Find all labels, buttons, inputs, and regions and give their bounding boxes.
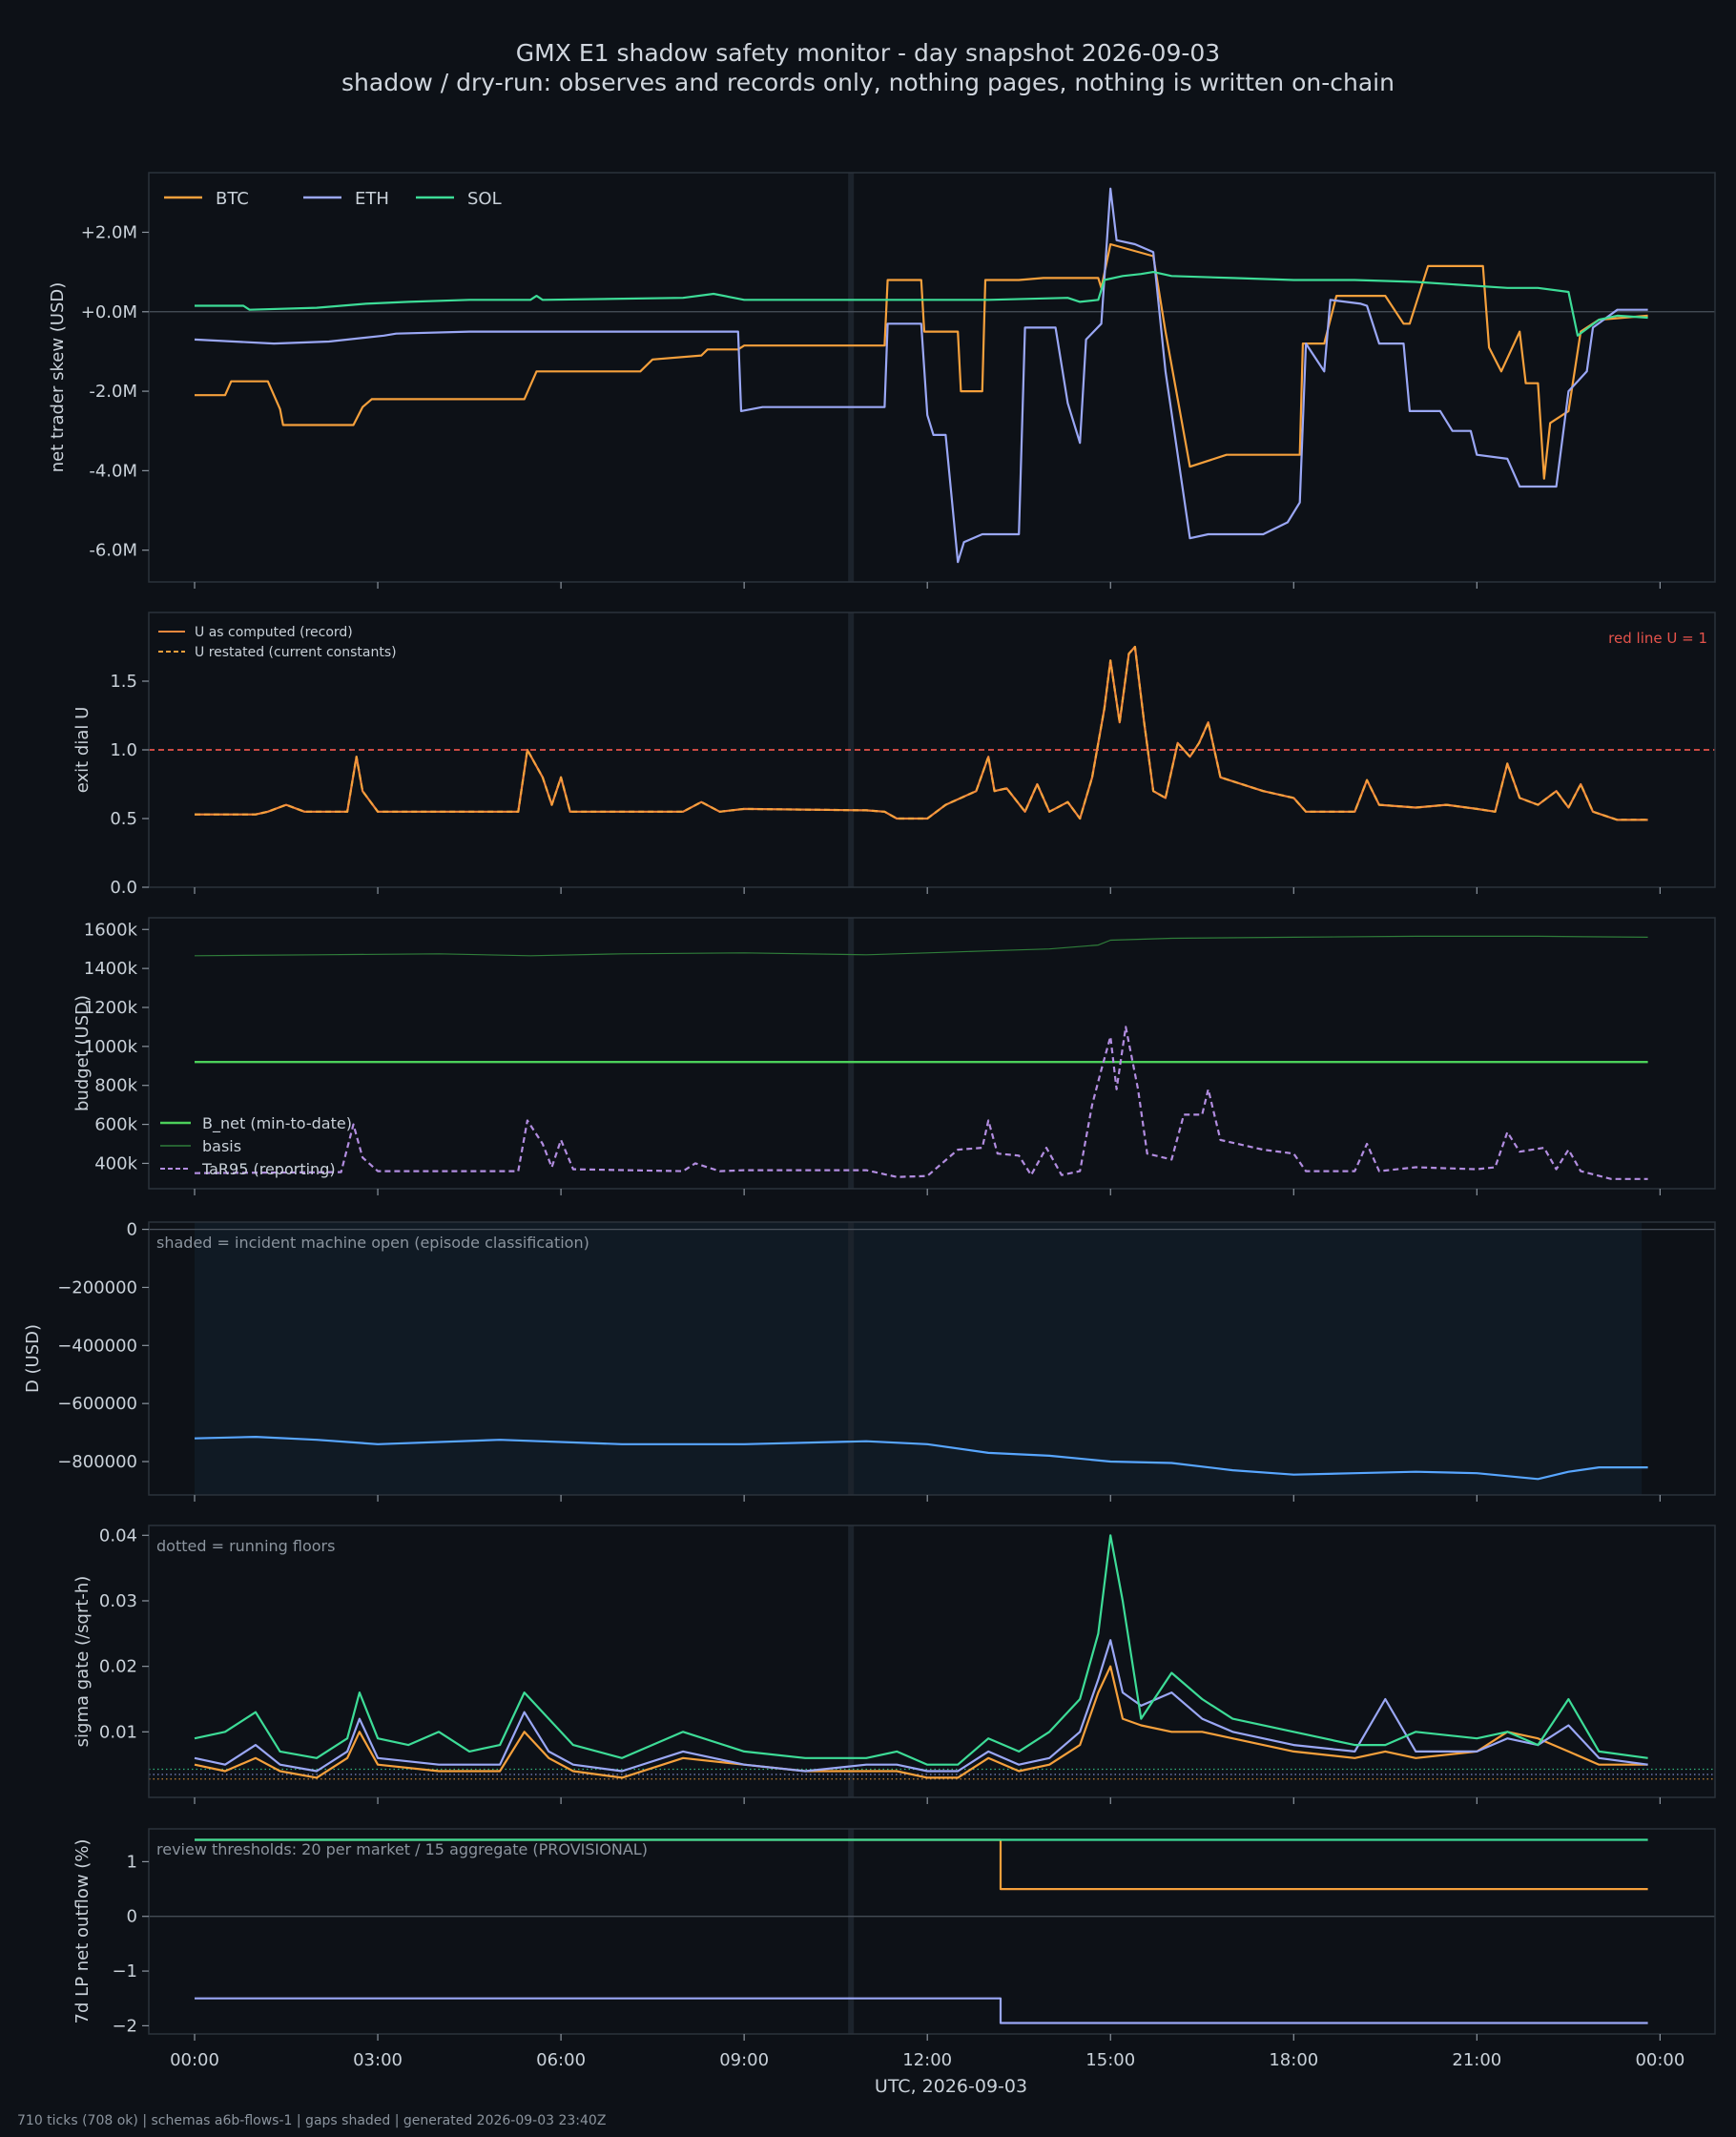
y-tick-label: −400000 [57, 1336, 137, 1356]
legend-label: B_net (min-to-date) [202, 1114, 352, 1133]
panel-frame [148, 172, 1716, 583]
y-tick-label: 0.04 [99, 1525, 137, 1546]
legend-label: SOL [467, 189, 502, 209]
series-btc [195, 242, 1648, 480]
gap-band [848, 173, 855, 582]
series-eth [194, 187, 1648, 564]
legend-label: BTC [216, 189, 249, 209]
panel-lp_outflow: −2 −1 0 1 7d LP net outflow (%) review thresh… [72, 1828, 1716, 2041]
y-tick-label: 0 [127, 1907, 137, 1927]
panel-frame [148, 1525, 1716, 1798]
series-basis [194, 935, 1648, 957]
panel-u_dial: 0.0 0.5 1.0 1.5 exit dial U red line U = 1 U a… [72, 612, 1716, 898]
x-tick-label: 09:00 [719, 2050, 769, 2070]
gap-band [848, 918, 855, 1189]
series-d [194, 1436, 1648, 1481]
y-tick-label: 600k [94, 1115, 137, 1135]
y-tick-label: 1.0 [110, 740, 137, 760]
y-tick-label: 0.03 [99, 1591, 137, 1611]
series-eth [195, 1997, 1648, 2024]
chart-subtitle: shadow / dry-run: observes and records o… [341, 69, 1395, 96]
panel-annotation: review thresholds: 20 per market / 15 ag… [156, 1840, 648, 1858]
x-tick-label: 12:00 [902, 2050, 952, 2070]
y-axis-label: 7d LP net outflow (%) [72, 1839, 93, 2024]
y-tick-label: 0.02 [99, 1657, 137, 1677]
x-tick-label: 00:00 [170, 2050, 219, 2070]
y-axis-label: D (USD) [23, 1324, 43, 1393]
gap-band [848, 1525, 855, 1797]
panel-skew: +2.0M +0.0M -2.0M -4.0M -6.0M net trader skew… [48, 172, 1716, 589]
y-tick-label: 1000k [84, 1037, 138, 1057]
y-tick-label: 1600k [84, 920, 138, 940]
title-block: GMX E1 shadow safety monitor - day snaps… [0, 38, 1736, 97]
x-tick-label: 21:00 [1452, 2050, 1501, 2070]
x-tick-label: 06:00 [536, 2050, 586, 2070]
series-sol [194, 1534, 1648, 1766]
y-tick-label: +2.0M [81, 222, 137, 242]
legend-label: TaR95 (reporting) [201, 1160, 336, 1178]
panel-annotation: shaded = incident machine open (episode … [156, 1234, 589, 1252]
y-tick-label: +0.0M [81, 302, 137, 322]
y-axis-label: sigma gate (/sqrt-h) [72, 1576, 93, 1748]
panel-budget: 400k 600k 800k 1000k 1200k 1400k 1600k budget (… [72, 917, 1716, 1195]
panel-annotation: dotted = running floors [156, 1537, 335, 1555]
x-tick-label: 00:00 [1635, 2050, 1684, 2070]
red-line-annotation: red line U = 1 [1608, 630, 1707, 647]
gap-band [848, 612, 855, 887]
y-axis-label: exit dial U [72, 707, 93, 794]
incident-shade [195, 1222, 1643, 1495]
y-tick-label: -6.0M [89, 541, 137, 561]
y-tick-label: −200000 [57, 1277, 137, 1297]
panel-frame [148, 917, 1716, 1190]
y-tick-label: 400k [94, 1153, 137, 1173]
y-tick-label: −600000 [57, 1394, 137, 1414]
panel-frame [148, 1828, 1716, 2035]
series-sol [195, 271, 1648, 337]
y-tick-label: 0 [127, 1220, 137, 1240]
panel-drawdown: 0 −200000 −400000 −600000 −800000 D (USD) shad… [23, 1220, 1716, 1502]
gap-band [848, 1222, 855, 1495]
y-tick-label: 0.01 [99, 1722, 137, 1742]
legend-label: U restated (current constants) [195, 645, 397, 660]
y-axis-label: budget (USD) [72, 995, 93, 1111]
x-tick-label: 18:00 [1269, 2050, 1318, 2070]
y-tick-label: −1 [112, 1961, 137, 1981]
chart-title: GMX E1 shadow safety monitor - day snaps… [515, 39, 1221, 67]
series-tar95-reporting- [194, 1026, 1648, 1180]
legend-label: ETH [355, 189, 389, 209]
y-tick-label: 1.5 [110, 672, 137, 692]
legend-label: basis [202, 1137, 241, 1155]
panel-frame [148, 1221, 1716, 1496]
series-u-restated-current-constants- [195, 645, 1648, 821]
y-tick-label: -4.0M [89, 461, 137, 481]
series-btc [194, 1665, 1648, 1779]
x-axis-label: UTC, 2026-09-03 [875, 2076, 1027, 2097]
gap-band [848, 1829, 855, 2034]
legend-label: U as computed (record) [195, 625, 353, 640]
y-tick-label: 1200k [84, 998, 138, 1018]
y-tick-label: 0.5 [110, 809, 137, 829]
y-tick-label: 0.0 [110, 878, 137, 898]
x-tick-label: 15:00 [1085, 2050, 1135, 2070]
y-tick-label: −800000 [57, 1452, 137, 1472]
panel-sigma: 0.01 0.02 0.03 0.04 sigma gate (/sqrt-h) dott… [72, 1525, 1716, 1804]
footer-status: 710 ticks (708 ok) | schemas a6b-flows-1… [17, 2113, 607, 2128]
y-tick-label: 800k [94, 1076, 137, 1096]
x-tick-label: 03:00 [353, 2050, 403, 2070]
y-tick-label: -2.0M [89, 382, 137, 402]
y-tick-label: 1 [127, 1852, 137, 1872]
series-eth [194, 1639, 1648, 1773]
series-u-as-computed-record- [195, 645, 1648, 821]
y-axis-label: net trader skew (USD) [48, 282, 68, 473]
y-tick-label: 1400k [84, 959, 138, 979]
y-tick-label: −2 [112, 2016, 137, 2036]
